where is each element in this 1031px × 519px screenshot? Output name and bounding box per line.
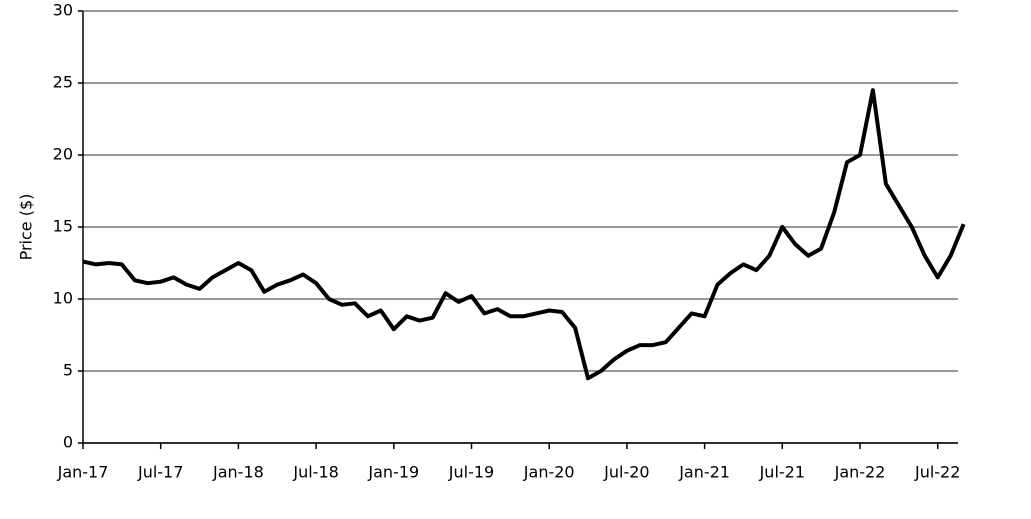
price-line <box>82 88 966 381</box>
x-tick-label: Jan-18 <box>212 463 264 482</box>
x-tick-label: Jul-20 <box>603 463 649 482</box>
x-tick-label: Jan-21 <box>678 463 730 482</box>
y-tick-label: 5 <box>63 361 73 380</box>
y-tick-label: 15 <box>53 217 73 236</box>
y-tick-label: 0 <box>63 433 73 452</box>
y-tick-label: 20 <box>53 145 73 164</box>
x-tick-label: Jan-20 <box>523 463 575 482</box>
x-tick-label: Jul-21 <box>759 463 805 482</box>
y-tick-label: 10 <box>53 289 73 308</box>
x-tick-label: Jan-17 <box>57 463 109 482</box>
x-tick-label: Jul-22 <box>914 463 960 482</box>
x-tick-label: Jan-19 <box>367 463 419 482</box>
x-tick-label: Jul-17 <box>137 463 183 482</box>
y-tick-label: 30 <box>53 1 73 20</box>
x-tick-label: Jul-18 <box>292 463 338 482</box>
y-tick-label: 25 <box>53 73 73 92</box>
x-tick-label: Jan-22 <box>834 463 886 482</box>
y-axis-label: Price ($) <box>17 194 36 261</box>
x-tick-label: Jul-19 <box>448 463 494 482</box>
